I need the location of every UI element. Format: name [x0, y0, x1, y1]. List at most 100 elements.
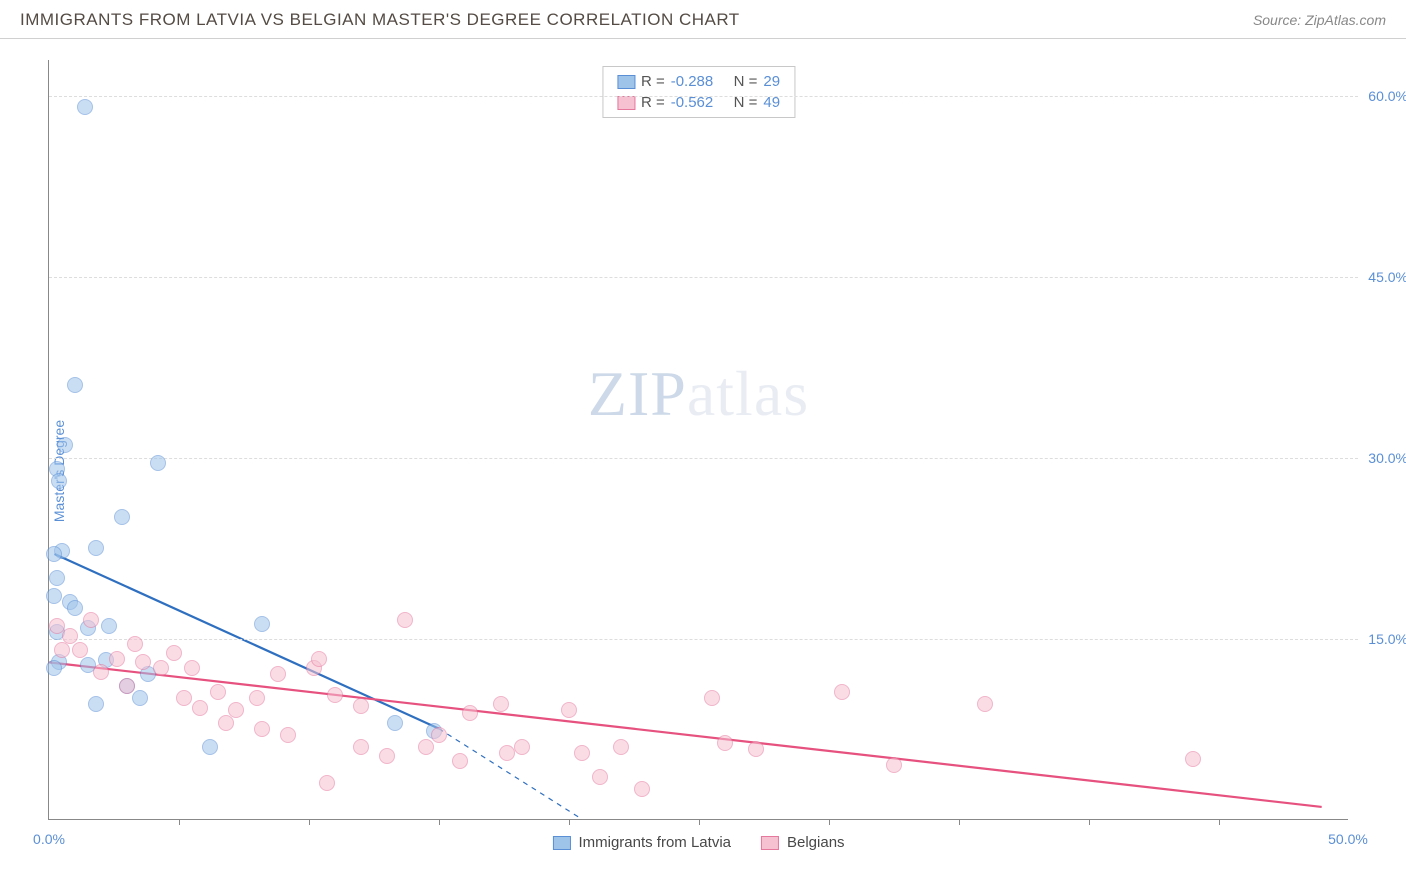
scatter-point: [88, 696, 104, 712]
scatter-point: [319, 775, 335, 791]
scatter-point: [132, 690, 148, 706]
scatter-point: [62, 628, 78, 644]
legend-swatch-series-1: [617, 96, 635, 110]
legend-row-series-0: R = -0.288 N = 29: [603, 71, 794, 92]
x-tick-mark: [569, 819, 570, 825]
scatter-point: [88, 540, 104, 556]
scatter-point: [249, 690, 265, 706]
scatter-point: [613, 739, 629, 755]
scatter-point: [109, 651, 125, 667]
scatter-point: [561, 702, 577, 718]
gridline-h: [49, 458, 1358, 459]
scatter-point: [150, 455, 166, 471]
scatter-point: [311, 651, 327, 667]
scatter-point: [834, 684, 850, 700]
scatter-point: [114, 509, 130, 525]
y-tick-label: 45.0%: [1368, 269, 1406, 285]
scatter-point: [166, 645, 182, 661]
scatter-point: [254, 616, 270, 632]
legend-item-series-0: Immigrants from Latvia: [552, 834, 731, 851]
scatter-point: [57, 437, 73, 453]
x-tick-mark: [1219, 819, 1220, 825]
scatter-point: [67, 600, 83, 616]
legend-row-series-1: R = -0.562 N = 49: [603, 92, 794, 113]
scatter-point: [462, 705, 478, 721]
scatter-point: [270, 666, 286, 682]
x-tick-mark: [309, 819, 310, 825]
scatter-point: [499, 745, 515, 761]
scatter-point: [77, 99, 93, 115]
legend-series-name-0: Immigrants from Latvia: [578, 834, 731, 851]
legend-swatch-icon: [552, 836, 570, 850]
legend-swatch-series-0: [617, 75, 635, 89]
x-tick-mark: [829, 819, 830, 825]
chart-title: IMMIGRANTS FROM LATVIA VS BELGIAN MASTER…: [20, 10, 740, 30]
scatter-point: [717, 735, 733, 751]
scatter-point: [280, 727, 296, 743]
y-tick-label: 15.0%: [1368, 631, 1406, 647]
legend-n-value-0: 29: [763, 73, 780, 90]
legend-series-names: Immigrants from Latvia Belgians: [552, 834, 844, 851]
scatter-point: [49, 570, 65, 586]
scatter-point: [327, 687, 343, 703]
scatter-point: [748, 741, 764, 757]
scatter-point: [153, 660, 169, 676]
scatter-point: [218, 715, 234, 731]
scatter-point: [46, 588, 62, 604]
scatter-point: [210, 684, 226, 700]
legend-n-label: N =: [734, 73, 758, 90]
scatter-point: [574, 745, 590, 761]
legend-swatch-icon: [761, 836, 779, 850]
x-tick-mark: [959, 819, 960, 825]
x-axis-max-label: 50.0%: [1328, 831, 1368, 847]
plot-area: ZIPatlas R = -0.288 N = 29 R = -0.562 N …: [48, 60, 1348, 820]
scatter-point: [387, 715, 403, 731]
x-tick-mark: [1089, 819, 1090, 825]
source-attribution: Source: ZipAtlas.com: [1253, 12, 1386, 28]
x-tick-mark: [699, 819, 700, 825]
y-tick-label: 30.0%: [1368, 450, 1406, 466]
scatter-point: [46, 660, 62, 676]
trend-lines-layer: [49, 60, 1348, 819]
scatter-point: [418, 739, 434, 755]
scatter-point: [46, 546, 62, 562]
scatter-point: [452, 753, 468, 769]
scatter-point: [634, 781, 650, 797]
legend-r-label: R =: [641, 73, 665, 90]
gridline-h: [49, 639, 1358, 640]
scatter-point: [176, 690, 192, 706]
scatter-point: [93, 664, 109, 680]
x-tick-mark: [179, 819, 180, 825]
source-link[interactable]: ZipAtlas.com: [1305, 12, 1386, 28]
scatter-point: [101, 618, 117, 634]
gridline-h: [49, 96, 1358, 97]
watermark-left: ZIP: [588, 358, 687, 429]
legend-r-value-0: -0.288: [671, 73, 714, 90]
scatter-point: [254, 721, 270, 737]
scatter-point: [592, 769, 608, 785]
scatter-point: [184, 660, 200, 676]
watermark: ZIPatlas: [588, 357, 809, 431]
y-tick-label: 60.0%: [1368, 88, 1406, 104]
legend-series-name-1: Belgians: [787, 834, 845, 851]
scatter-point: [397, 612, 413, 628]
scatter-point: [514, 739, 530, 755]
scatter-point: [353, 698, 369, 714]
scatter-point: [1185, 751, 1201, 767]
scatter-point: [977, 696, 993, 712]
scatter-point: [192, 700, 208, 716]
scatter-point: [886, 757, 902, 773]
scatter-point: [72, 642, 88, 658]
source-prefix: Source:: [1253, 12, 1305, 28]
scatter-point: [135, 654, 151, 670]
chart-header: IMMIGRANTS FROM LATVIA VS BELGIAN MASTER…: [0, 0, 1406, 39]
scatter-point: [379, 748, 395, 764]
scatter-point: [704, 690, 720, 706]
legend-correlation-box: R = -0.288 N = 29 R = -0.562 N = 49: [602, 66, 795, 118]
scatter-point: [119, 678, 135, 694]
scatter-point: [127, 636, 143, 652]
scatter-point: [353, 739, 369, 755]
scatter-point: [83, 612, 99, 628]
scatter-point: [431, 727, 447, 743]
x-tick-mark: [439, 819, 440, 825]
